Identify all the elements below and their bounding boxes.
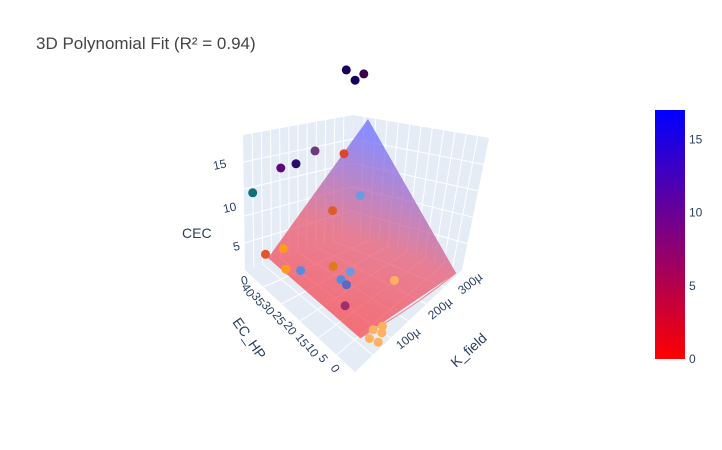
data-point-5[interactable] [341,65,351,75]
colorbar-tick-15: 15 [689,132,703,146]
fit-surface [268,119,456,338]
grid-line [452,135,479,268]
z-axis-title: CEC [182,225,212,241]
data-point-9[interactable] [328,206,338,216]
chart-title: 3D Polynomial Fit (R² = 0.94) [36,34,256,53]
grid-line [260,131,264,265]
grid-line [251,133,255,268]
data-point-3[interactable] [291,159,301,169]
data-point-14[interactable] [296,266,306,276]
data-point-17[interactable] [345,267,355,277]
data-point-7[interactable] [350,75,360,85]
data-point-6[interactable] [359,69,369,79]
data-point-11[interactable] [261,249,270,259]
data-point-12[interactable] [278,244,288,253]
data-point-13[interactable] [281,264,291,274]
z-tick-10: 10 [222,199,238,216]
data-point-23[interactable] [364,334,374,343]
data-point-20[interactable] [389,275,399,285]
z-tick-0: 0 [240,273,250,288]
data-point-15[interactable] [328,261,338,271]
data-point-22[interactable] [368,325,378,335]
colorbar-tick-0: 0 [689,352,696,366]
data-point-8[interactable] [339,149,349,159]
colorbar: 0 5 10 15 [655,110,703,366]
z-tick-15: 15 [212,156,228,173]
data-point-1[interactable] [248,188,258,198]
data-point-24[interactable] [373,337,383,347]
grid-line [443,134,467,265]
data-point-4[interactable] [310,146,320,156]
colorbar-tick-5: 5 [689,279,696,293]
data-point-21[interactable] [377,321,387,331]
z-tick-5: 5 [232,239,242,254]
grid-line [433,132,456,262]
data-point-18[interactable] [342,280,351,290]
x-tick-300u: 300µ [455,270,485,298]
data-point-25[interactable] [377,328,387,338]
z-axis: 15 10 5 0 CEC [182,156,249,288]
grid-line [279,128,281,259]
grid-line [243,138,353,163]
colorbar-tick-10: 10 [689,206,703,220]
y-tick-0: 0 [328,362,343,376]
data-point-2[interactable] [276,163,286,173]
data-points [248,65,399,347]
data-point-10[interactable] [355,191,365,200]
grid-line [270,129,272,262]
x-axis-title: K_field [447,330,490,371]
data-point-19[interactable] [340,301,350,311]
colorbar-gradient [655,110,685,359]
y-axis-title: EC_HP [230,315,270,362]
